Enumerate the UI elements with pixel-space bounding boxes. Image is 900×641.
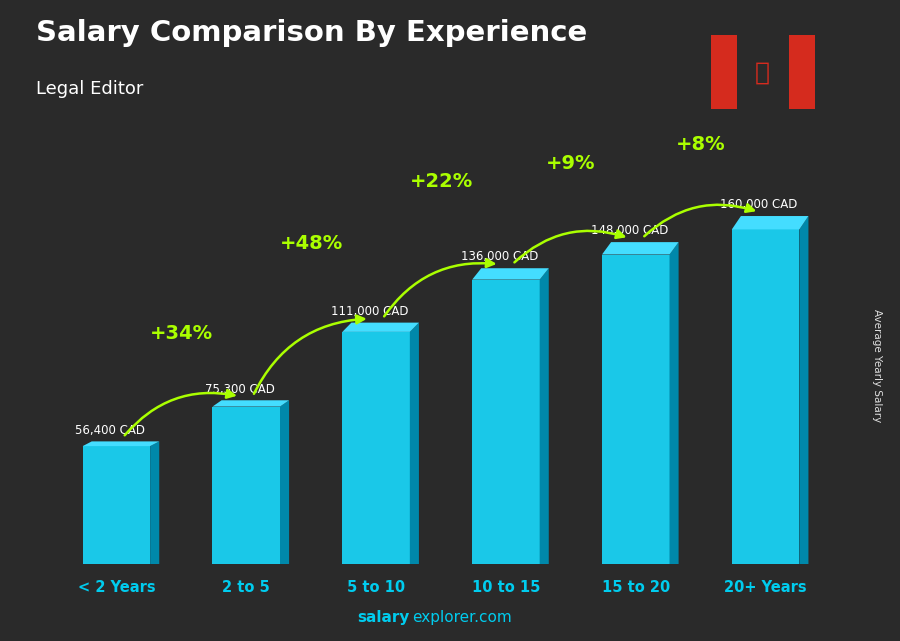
Polygon shape: [83, 442, 159, 446]
Text: explorer.com: explorer.com: [412, 610, 512, 625]
Polygon shape: [732, 229, 799, 564]
Polygon shape: [472, 268, 549, 279]
Text: 5 to 10: 5 to 10: [347, 580, 405, 595]
Text: salary: salary: [357, 610, 410, 625]
Text: 56,400 CAD: 56,400 CAD: [75, 424, 145, 437]
Polygon shape: [602, 254, 670, 564]
Text: Salary Comparison By Experience: Salary Comparison By Experience: [36, 19, 587, 47]
Text: +34%: +34%: [149, 324, 213, 343]
Text: Average Yearly Salary: Average Yearly Salary: [872, 309, 883, 422]
Text: 160,000 CAD: 160,000 CAD: [720, 198, 797, 212]
Polygon shape: [342, 332, 410, 564]
Polygon shape: [670, 242, 679, 564]
Text: +9%: +9%: [546, 154, 596, 172]
Text: 20+ Years: 20+ Years: [724, 580, 807, 595]
Text: 15 to 20: 15 to 20: [601, 580, 670, 595]
Polygon shape: [280, 400, 289, 564]
Text: Legal Editor: Legal Editor: [36, 80, 143, 98]
Text: +8%: +8%: [676, 135, 725, 154]
Text: 136,000 CAD: 136,000 CAD: [461, 251, 538, 263]
Polygon shape: [602, 242, 679, 254]
Polygon shape: [212, 406, 280, 564]
Text: +22%: +22%: [410, 172, 472, 191]
Bar: [788, 35, 814, 109]
Bar: [711, 35, 737, 109]
Polygon shape: [540, 268, 549, 564]
Text: < 2 Years: < 2 Years: [77, 580, 155, 595]
Text: 111,000 CAD: 111,000 CAD: [331, 305, 409, 318]
Text: +48%: +48%: [280, 234, 343, 253]
Polygon shape: [212, 400, 289, 406]
Polygon shape: [410, 322, 418, 564]
Polygon shape: [799, 216, 808, 564]
Polygon shape: [472, 279, 540, 564]
Polygon shape: [83, 446, 150, 564]
Text: 2 to 5: 2 to 5: [222, 580, 270, 595]
Polygon shape: [150, 442, 159, 564]
Text: 🍁: 🍁: [755, 60, 770, 84]
Polygon shape: [342, 322, 418, 332]
Text: 10 to 15: 10 to 15: [472, 580, 540, 595]
Polygon shape: [732, 216, 808, 229]
Text: 148,000 CAD: 148,000 CAD: [590, 224, 668, 237]
Text: 75,300 CAD: 75,300 CAD: [205, 383, 274, 395]
